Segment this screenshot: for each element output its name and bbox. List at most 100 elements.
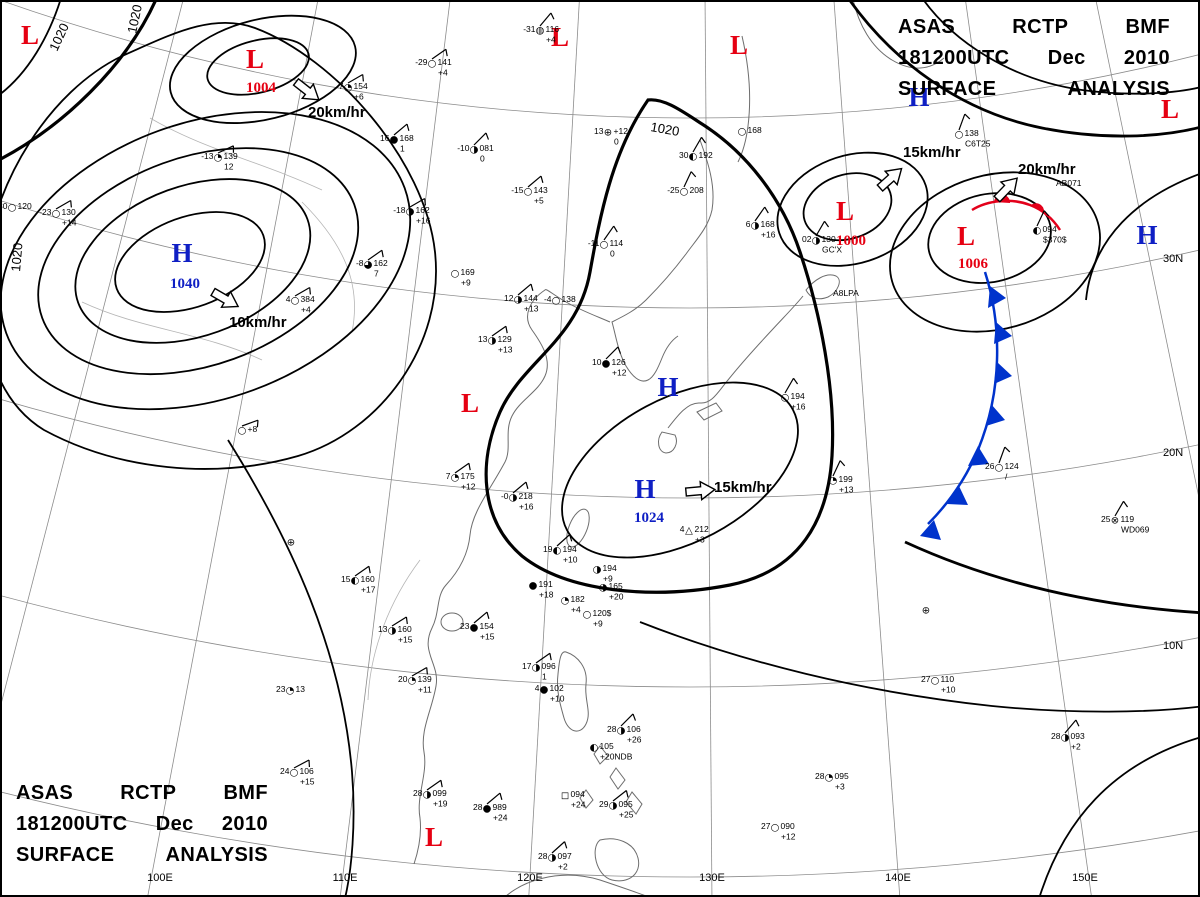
station-pressure: 116: [546, 24, 560, 34]
cloud-cover-symbol: ⊗: [1111, 516, 1119, 527]
station-pressure: 182: [571, 594, 585, 604]
station-extra: +4: [438, 68, 448, 78]
station-extra: +24: [571, 800, 586, 810]
analysis-datetime-line: 181200UTC Dec 2010: [16, 813, 268, 835]
longitude-label: 110E: [333, 872, 358, 884]
cloud-cover-symbol: ◑: [406, 207, 415, 218]
wind-barb: [354, 565, 370, 577]
station-pressure: 130: [822, 234, 836, 244]
station-plot: ○ 169+9: [451, 267, 475, 288]
isobar-corner-se: [1038, 736, 1200, 897]
cloud-cover-symbol: ◑: [388, 626, 397, 637]
station-plot: ○26 124/: [985, 446, 1019, 482]
coast-island: [625, 791, 643, 815]
isobar-west: [227, 439, 355, 897]
wind-barb: [409, 197, 426, 208]
station-pressure: 094: [1043, 224, 1057, 234]
wind-barb-tick: [440, 780, 443, 788]
warm-front-semicircle: [1030, 203, 1045, 212]
station-extra: 0: [614, 137, 619, 147]
movement-speed-label: 10km/hr: [229, 314, 287, 331]
station-pressure: 119: [1121, 514, 1135, 524]
station-plot: ◔20 139+11: [398, 666, 432, 695]
station-pressure: 191: [539, 579, 553, 589]
pressure-center-value: 1000: [836, 233, 866, 249]
station-pressure: 095: [835, 771, 849, 781]
station-code-label: AB071: [1056, 178, 1082, 188]
wind-barb-tick: [505, 326, 508, 334]
cloud-cover-symbol: ◑: [423, 790, 432, 801]
station-pressure: 090: [781, 821, 795, 831]
wind-barb: [683, 171, 692, 188]
cold-front: [920, 271, 1012, 540]
cloud-cover-symbol: ◔: [344, 83, 353, 94]
wind-barb-tick: [368, 566, 371, 574]
wind-barb-tick: [625, 790, 629, 798]
station-extra: +18: [539, 590, 554, 600]
station-plot: ◍-31 116+4: [523, 12, 560, 45]
wind-barb-tick: [690, 171, 697, 178]
station-pressure: 175: [461, 471, 475, 481]
isobar-right: [1085, 172, 1200, 301]
longitude-label: 120E: [517, 872, 543, 884]
cloud-cover-symbol: ○: [552, 296, 561, 307]
coast-japan-honshu: [667, 295, 804, 429]
station-pressure: 138: [562, 294, 576, 304]
wind-barb-tick: [1043, 210, 1050, 217]
station-extra: +13: [839, 485, 854, 495]
station-pressure: 096: [542, 661, 556, 671]
station-plot: ● 191+18: [529, 579, 554, 600]
station-plot: ◑-0 218+16: [501, 481, 534, 512]
coast-taiwan: [566, 508, 590, 548]
station-pressure: 218: [519, 491, 533, 501]
wind-barb-tick: [540, 175, 544, 183]
coast-japan-shikoku: [696, 402, 723, 421]
station-extra: +26: [627, 735, 642, 745]
wind-barb-tick: [839, 460, 846, 467]
station-plot: ○-29 141+4: [415, 48, 452, 78]
wind-barb-tick: [486, 611, 490, 619]
cloud-cover-symbol: ◔: [451, 473, 460, 484]
station-plot: ◑12 144+13: [504, 283, 539, 314]
isobar-label: 1020: [8, 242, 25, 272]
station-temp: -10: [457, 143, 470, 153]
station-plot: ◑13 160+15: [378, 616, 413, 645]
wind-barb-tick: [569, 534, 573, 542]
wind-barb: [784, 377, 795, 394]
cloud-cover-symbol: ○: [771, 823, 780, 834]
station-pressure: 138: [965, 128, 979, 138]
station-temp: -8: [356, 258, 364, 268]
pressure-center-value: 1024: [634, 510, 665, 526]
longitude-line: [704, 0, 713, 897]
station-extra: +15: [300, 777, 315, 787]
station-plot: ○ 194+16: [781, 377, 806, 412]
wind-barb-tick: [525, 481, 529, 489]
cold-front-triangle: [986, 404, 1005, 426]
station-pressure: 095: [619, 799, 633, 809]
longitude-label: 130E: [699, 872, 725, 884]
isobar-topright-thick: [847, 0, 1200, 138]
isobar-1020-main: [484, 98, 835, 594]
wind-barb: [486, 792, 501, 805]
station-extra: +4: [546, 35, 556, 45]
station-plot: ◑ 165+20: [599, 581, 624, 602]
pressure-center-L: L: [551, 22, 569, 52]
cloud-cover-symbol: ○: [781, 393, 790, 404]
pressure-center-L: L: [21, 20, 39, 50]
wind-barb-tick: [632, 713, 637, 721]
wind-barb: [454, 462, 470, 474]
station-pressure: 141: [438, 57, 452, 67]
station-pressure: 081: [480, 143, 494, 153]
longitude-label: 100E: [147, 872, 173, 884]
station-extra: +9: [603, 574, 613, 584]
station-plot: ◐ 094$370$: [1033, 210, 1067, 245]
wind-barb: [473, 611, 488, 624]
longitude-label: 150E: [1072, 872, 1098, 884]
station-pressure: 13: [296, 684, 306, 694]
station-pressure: 154: [480, 621, 494, 631]
cold-front-triangle: [994, 362, 1012, 384]
wind-barb-tick: [530, 283, 534, 291]
